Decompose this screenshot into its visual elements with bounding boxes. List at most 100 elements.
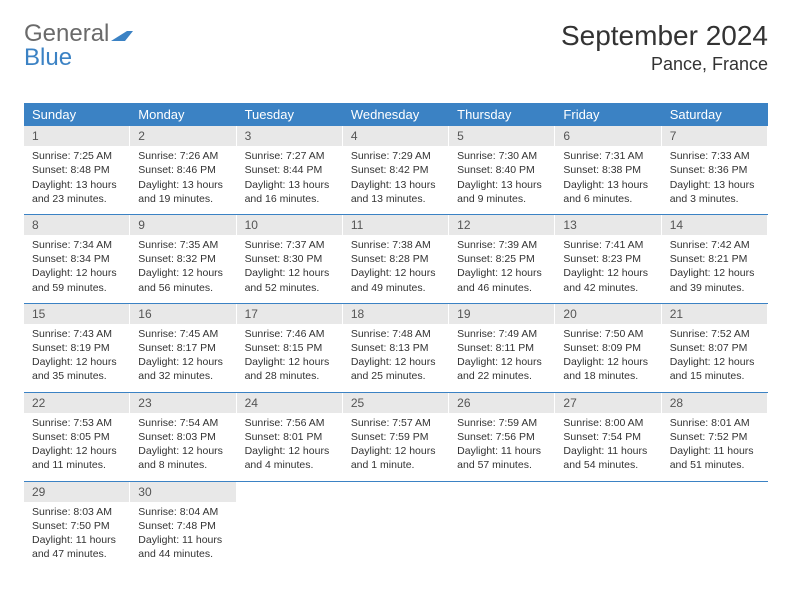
- day-info-line: and 35 minutes.: [24, 369, 130, 383]
- day-number: 9: [130, 215, 236, 235]
- day-info-line: Daylight: 12 hours: [130, 444, 236, 458]
- day-info-line: Sunrise: 7:59 AM: [449, 416, 555, 430]
- day-cell: 20Sunrise: 7:50 AMSunset: 8:09 PMDayligh…: [555, 304, 661, 392]
- day-header-row: SundayMondayTuesdayWednesdayThursdayFrid…: [24, 103, 768, 126]
- day-info-line: and 57 minutes.: [449, 458, 555, 472]
- day-info-line: Sunset: 8:46 PM: [130, 163, 236, 177]
- day-info-line: Sunrise: 7:31 AM: [555, 149, 661, 163]
- day-info-line: and 22 minutes.: [449, 369, 555, 383]
- day-info-line: Sunrise: 7:57 AM: [343, 416, 449, 430]
- day-info-line: Sunset: 7:56 PM: [449, 430, 555, 444]
- day-number: 19: [449, 304, 555, 324]
- week-row: 29Sunrise: 8:03 AMSunset: 7:50 PMDayligh…: [24, 482, 768, 570]
- day-info-line: Daylight: 12 hours: [24, 444, 130, 458]
- day-number: 16: [130, 304, 236, 324]
- day-info-line: and 25 minutes.: [343, 369, 449, 383]
- day-info-line: and 54 minutes.: [555, 458, 661, 472]
- day-info-line: Sunset: 8:03 PM: [130, 430, 236, 444]
- day-number: 20: [555, 304, 661, 324]
- day-info-line: and 16 minutes.: [237, 192, 343, 206]
- day-info-line: and 44 minutes.: [130, 547, 236, 561]
- day-info-line: and 32 minutes.: [130, 369, 236, 383]
- day-info-line: Sunrise: 8:00 AM: [555, 416, 661, 430]
- day-info-line: and 9 minutes.: [449, 192, 555, 206]
- day-number: 14: [662, 215, 768, 235]
- day-cell: 28Sunrise: 8:01 AMSunset: 7:52 PMDayligh…: [662, 393, 768, 481]
- day-cell: 11Sunrise: 7:38 AMSunset: 8:28 PMDayligh…: [343, 215, 449, 303]
- day-info-line: Sunset: 7:50 PM: [24, 519, 130, 533]
- day-info-line: and 3 minutes.: [662, 192, 768, 206]
- day-cell: 1Sunrise: 7:25 AMSunset: 8:48 PMDaylight…: [24, 126, 130, 214]
- day-info-line: Daylight: 13 hours: [24, 178, 130, 192]
- day-number: 25: [343, 393, 449, 413]
- day-cell: 6Sunrise: 7:31 AMSunset: 8:38 PMDaylight…: [555, 126, 661, 214]
- day-info-line: Daylight: 12 hours: [662, 355, 768, 369]
- day-info-line: and 52 minutes.: [237, 281, 343, 295]
- day-info-line: Sunrise: 7:46 AM: [237, 327, 343, 341]
- day-cell: 19Sunrise: 7:49 AMSunset: 8:11 PMDayligh…: [449, 304, 555, 392]
- day-info-line: Daylight: 12 hours: [662, 266, 768, 280]
- day-info-line: Daylight: 12 hours: [555, 266, 661, 280]
- day-info-line: and 15 minutes.: [662, 369, 768, 383]
- day-info-line: Sunrise: 7:42 AM: [662, 238, 768, 252]
- day-number: 4: [343, 126, 449, 146]
- day-number: 12: [449, 215, 555, 235]
- week-row: 22Sunrise: 7:53 AMSunset: 8:05 PMDayligh…: [24, 393, 768, 482]
- day-number: 11: [343, 215, 449, 235]
- day-cell: 26 Sunrise: 7:59 AMSunset: 7:56 PMDayligh…: [449, 393, 555, 481]
- day-info-line: Daylight: 11 hours: [555, 444, 661, 458]
- day-number: 2: [130, 126, 236, 146]
- day-info-line: and 8 minutes.: [130, 458, 236, 472]
- day-info-line: and 28 minutes.: [237, 369, 343, 383]
- header: General September 2024 Pance, France: [24, 20, 768, 75]
- day-number: 22: [24, 393, 130, 413]
- day-info-line: Sunset: 8:21 PM: [662, 252, 768, 266]
- day-info-line: and 47 minutes.: [24, 547, 130, 561]
- day-info-line: Sunset: 8:38 PM: [555, 163, 661, 177]
- day-info-line: Daylight: 13 hours: [662, 178, 768, 192]
- day-cell: 21Sunrise: 7:52 AMSunset: 8:07 PMDayligh…: [662, 304, 768, 392]
- day-info-line: Sunset: 8:23 PM: [555, 252, 661, 266]
- day-info-line: Sunrise: 7:39 AM: [449, 238, 555, 252]
- day-info-line: Daylight: 11 hours: [449, 444, 555, 458]
- day-info-line: Sunset: 8:09 PM: [555, 341, 661, 355]
- day-info-line: Daylight: 12 hours: [130, 355, 236, 369]
- day-header-cell: Wednesday: [343, 103, 449, 126]
- day-info-line: Sunset: 8:30 PM: [237, 252, 343, 266]
- day-cell: 12Sunrise: 7:39 AMSunset: 8:25 PMDayligh…: [449, 215, 555, 303]
- empty-cell: [555, 482, 661, 570]
- day-cell: 29Sunrise: 8:03 AMSunset: 7:50 PMDayligh…: [24, 482, 130, 570]
- day-info-line: and 42 minutes.: [555, 281, 661, 295]
- day-cell: 7Sunrise: 7:33 AMSunset: 8:36 PMDaylight…: [662, 126, 768, 214]
- day-info-line: Sunrise: 7:25 AM: [24, 149, 130, 163]
- day-info-line: Sunset: 8:01 PM: [237, 430, 343, 444]
- day-info-line: Sunrise: 8:04 AM: [130, 505, 236, 519]
- day-info-line: and 46 minutes.: [449, 281, 555, 295]
- day-number: 26: [449, 393, 555, 413]
- day-info-line: Sunrise: 7:29 AM: [343, 149, 449, 163]
- day-info-line: Sunrise: 7:56 AM: [237, 416, 343, 430]
- day-cell: 25Sunrise: 7:57 AMSunset: 7:59 PMDayligh…: [343, 393, 449, 481]
- day-number: 15: [24, 304, 130, 324]
- day-number: 7: [662, 126, 768, 146]
- day-info-line: Daylight: 13 hours: [555, 178, 661, 192]
- day-cell: 2Sunrise: 7:26 AMSunset: 8:46 PMDaylight…: [130, 126, 236, 214]
- day-info-line: Daylight: 11 hours: [24, 533, 130, 547]
- day-info-line: Sunset: 8:07 PM: [662, 341, 768, 355]
- day-info-line: and 6 minutes.: [555, 192, 661, 206]
- day-info-line: Sunset: 7:54 PM: [555, 430, 661, 444]
- day-header-cell: Thursday: [449, 103, 555, 126]
- day-cell: 8Sunrise: 7:34 AMSunset: 8:34 PMDaylight…: [24, 215, 130, 303]
- day-info-line: and 11 minutes.: [24, 458, 130, 472]
- day-info-line: Sunrise: 7:30 AM: [449, 149, 555, 163]
- day-info-line: Sunset: 8:28 PM: [343, 252, 449, 266]
- day-info-line: Sunset: 7:48 PM: [130, 519, 236, 533]
- week-row: 8Sunrise: 7:34 AMSunset: 8:34 PMDaylight…: [24, 215, 768, 304]
- day-info-line: Sunrise: 7:26 AM: [130, 149, 236, 163]
- day-info-line: Sunset: 8:19 PM: [24, 341, 130, 355]
- logo-text-2: Blue: [24, 44, 72, 72]
- day-number: 8: [24, 215, 130, 235]
- day-info-line: and 23 minutes.: [24, 192, 130, 206]
- day-info-line: Daylight: 13 hours: [343, 178, 449, 192]
- day-info-line: Daylight: 12 hours: [24, 266, 130, 280]
